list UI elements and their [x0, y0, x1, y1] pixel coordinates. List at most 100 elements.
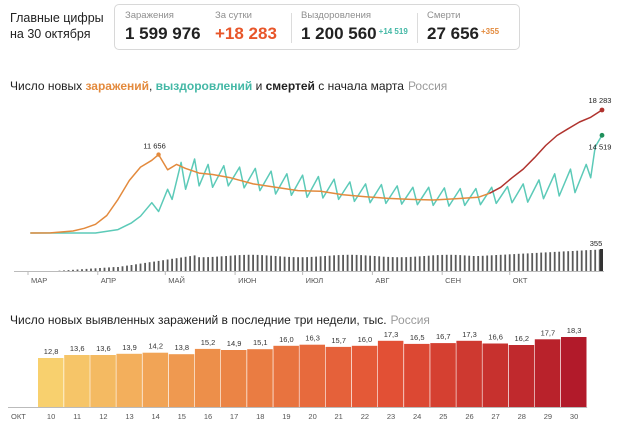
deaths-bar: [463, 255, 466, 271]
x-axis-month-label: ОКТ: [11, 412, 26, 421]
bar: [90, 355, 116, 407]
deaths-bar: [126, 265, 128, 271]
bar-value-label: 16,7: [436, 332, 451, 341]
deaths-bar: [153, 261, 155, 271]
deaths-bar: [459, 255, 462, 271]
x-tick-label: 13: [125, 412, 133, 421]
deaths-bar: [220, 256, 223, 271]
deaths-bar: [234, 255, 236, 271]
x-tick-label: 28: [518, 412, 526, 421]
bar-value-label: 16,5: [410, 333, 425, 342]
deaths-bar: [193, 255, 196, 271]
bar: [508, 345, 535, 407]
chart1-title-infections: заражений: [85, 79, 149, 93]
bar-value-label: 18,3: [567, 326, 582, 335]
chart1-title-suffix: с начала марта: [314, 79, 404, 93]
deaths-bar: [576, 250, 579, 271]
deaths-bar: [148, 262, 151, 271]
stat-daily-label: За сутки: [215, 10, 252, 21]
deaths-bar: [495, 255, 498, 271]
bar: [561, 337, 587, 407]
deaths-bar: [121, 266, 124, 271]
bar: [64, 355, 90, 407]
deaths-bar: [333, 255, 335, 271]
chart1-region[interactable]: Россия: [407, 79, 448, 93]
x-tick-label: ИЮН: [238, 276, 256, 285]
deaths-bar: [130, 265, 133, 271]
x-tick-label: 10: [47, 412, 55, 421]
chart1-title-and: и: [252, 79, 266, 93]
chart2-title-text: Число новых выявленных заражений в после…: [10, 313, 387, 327]
deaths-bar: [94, 268, 97, 271]
deaths-bar: [490, 255, 493, 271]
deaths-bar: [63, 270, 65, 271]
series-line-infections-recent: [489, 109, 603, 194]
deaths-bar: [418, 256, 421, 271]
deaths-bar: [274, 256, 277, 271]
deaths-bar: [396, 257, 399, 271]
x-tick-label: 27: [491, 412, 499, 421]
chart1-title-comma: ,: [149, 79, 156, 93]
deaths-bar: [297, 257, 299, 271]
divider: [417, 13, 418, 43]
deaths-bar: [225, 256, 227, 271]
deaths-bar: [436, 255, 439, 271]
bar-value-label: 15,1: [253, 338, 268, 347]
deaths-bar: [468, 255, 471, 271]
deaths-bar: [535, 252, 538, 271]
bar-value-label: 16,3: [305, 334, 320, 343]
stat-daily: За сутки +18 283: [215, 10, 277, 44]
bar: [142, 352, 169, 407]
x-tick-label: 19: [282, 412, 290, 421]
bar-value-label: 15,7: [331, 336, 346, 345]
bar-value-label: 16,6: [488, 333, 503, 342]
chart2-region[interactable]: Россия: [390, 313, 430, 327]
heading-line-1: Главные цифры: [10, 11, 104, 25]
bar: [430, 343, 456, 407]
deaths-bar: [166, 259, 169, 271]
deaths-bar: [600, 249, 603, 271]
stat-recoveries-value-row: 1 200 560 +14 519: [301, 24, 408, 44]
bar-value-label: 14,2: [148, 342, 163, 351]
deaths-bar: [450, 254, 453, 271]
last-point-recoveries: [599, 132, 605, 138]
deaths-bar: [157, 260, 160, 271]
deaths-bar: [270, 255, 272, 271]
deaths-bar: [108, 267, 110, 271]
deaths-bar: [378, 256, 381, 271]
deaths-bar: [99, 268, 101, 271]
x-tick-label: 22: [361, 412, 369, 421]
bar: [273, 345, 299, 407]
deaths-bar: [252, 254, 254, 271]
series-line-recoveries: [30, 134, 603, 234]
deaths-bar: [139, 263, 142, 271]
bar-value-label: 16,0: [279, 335, 294, 344]
deaths-bar: [360, 255, 362, 271]
bar: [482, 343, 508, 407]
deaths-bar: [531, 253, 534, 271]
deaths-bar: [517, 253, 520, 271]
deaths-bar: [247, 254, 250, 271]
bar-value-label: 13,6: [96, 344, 111, 353]
bar: [247, 349, 273, 407]
stat-recoveries-value: 1 200 560: [301, 24, 377, 43]
deaths-bar: [369, 255, 371, 271]
deaths-bar: [580, 250, 583, 271]
deaths-bar: [553, 251, 556, 271]
deaths-bar: [337, 255, 340, 271]
bar: [404, 343, 430, 407]
deaths-bar: [256, 254, 259, 271]
stat-recoveries-delta: +14 519: [378, 27, 408, 36]
x-tick-label: ИЮЛ: [306, 276, 324, 285]
x-tick-label: 16: [204, 412, 212, 421]
deaths-bar: [144, 262, 146, 271]
deaths-bar: [477, 256, 480, 271]
deaths-bar: [180, 257, 182, 271]
bar-value-label: 15,2: [201, 338, 216, 347]
deaths-bar: [481, 255, 484, 271]
deaths-bar: [279, 256, 281, 271]
bar: [351, 345, 378, 407]
deaths-bar: [499, 254, 502, 271]
bar: [38, 358, 64, 407]
deaths-bar: [472, 256, 475, 271]
